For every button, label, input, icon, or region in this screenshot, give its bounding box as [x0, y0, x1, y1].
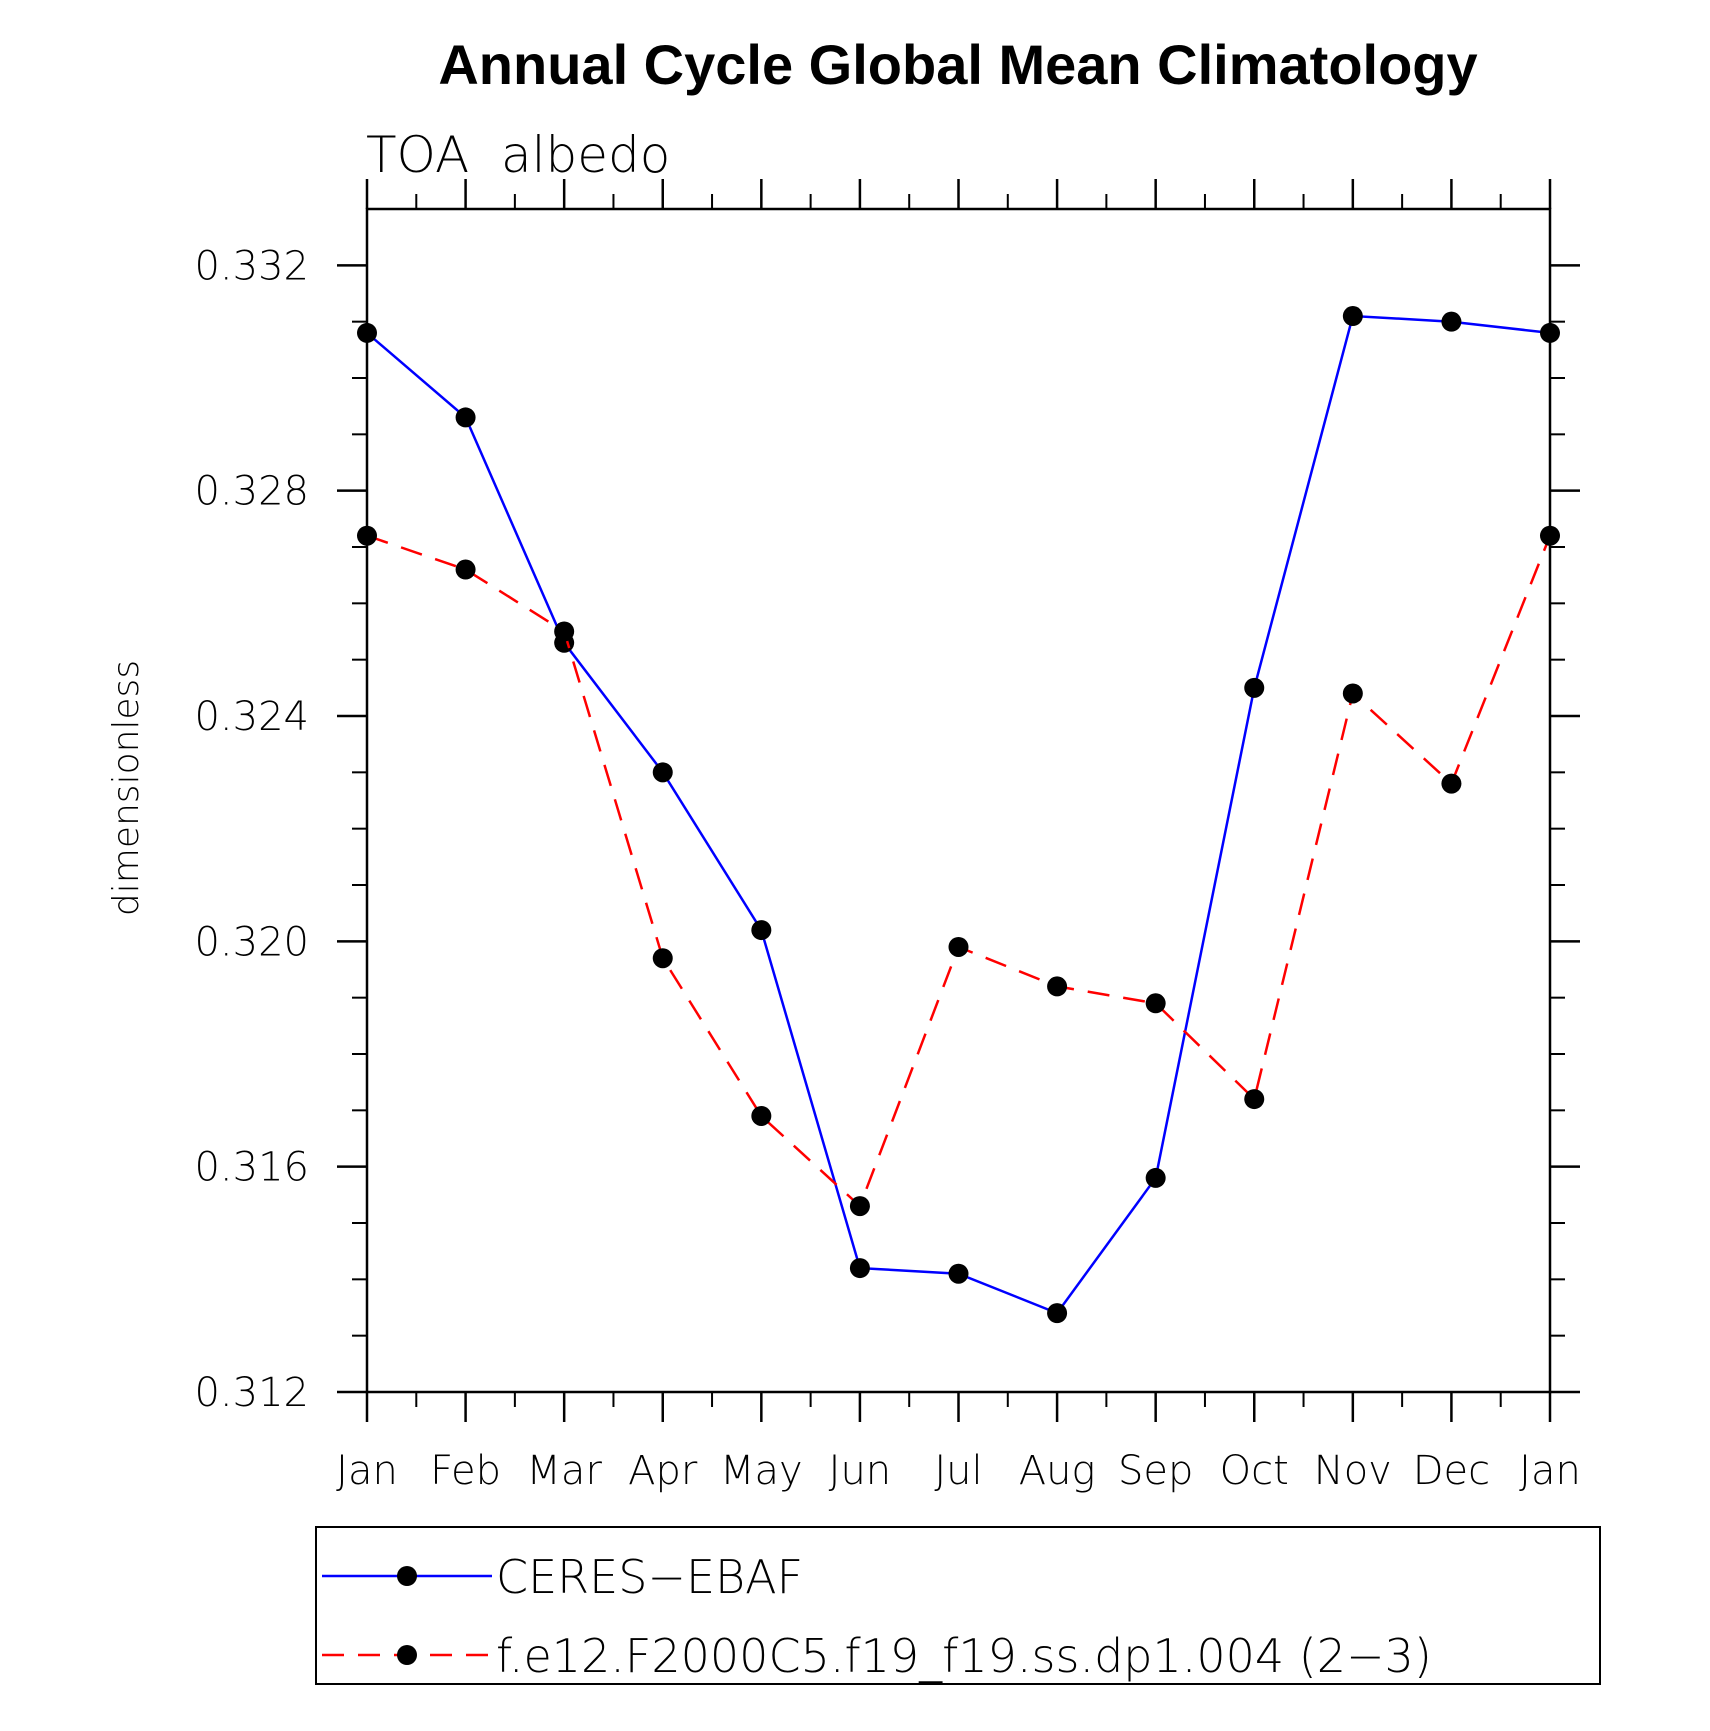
series-2-point [455, 559, 476, 580]
series-layer [357, 306, 1560, 1324]
x-tick-label: May [720, 1448, 803, 1494]
series-2-point [554, 621, 575, 642]
series-2 [357, 525, 1560, 1217]
y-tick-label: 0.324 [194, 694, 309, 740]
series-1-point [751, 920, 772, 941]
series-1-point [1145, 1167, 1166, 1188]
legend-box [315, 1526, 1601, 1685]
series-2-point [1342, 683, 1363, 704]
series-2-point [1244, 1089, 1265, 1110]
y-tick-label: 0.320 [194, 919, 309, 965]
series-1-point [1244, 677, 1265, 698]
x-tick-label: Mar [526, 1448, 602, 1494]
series-2-point [652, 948, 673, 969]
series-1-point [357, 322, 377, 343]
series-1-point [1047, 1303, 1068, 1324]
chart-title: Annual Cycle Global Mean Climatology [438, 33, 1477, 96]
series-2-point [849, 1196, 870, 1217]
series-2-point [1441, 773, 1462, 794]
series-2-point [751, 1105, 772, 1126]
series-1-point [849, 1258, 870, 1279]
x-tick-label: Aug [1019, 1448, 1096, 1494]
x-tick-label: Jan [1519, 1448, 1581, 1494]
x-tick-label: Apr [628, 1448, 698, 1494]
y-tick-labels: 0.312 0.316 0.320 0.324 0.328 0.332 [194, 243, 309, 1416]
series-1-line [366, 314, 1551, 1315]
x-tick-label: Feb [430, 1448, 501, 1494]
y-axis-label: dimensionless [106, 660, 147, 916]
y-tick-label: 0.316 [194, 1145, 309, 1191]
plot-frame [365, 207, 1552, 1394]
axis-ticks [337, 179, 1580, 1422]
x-tick-label: Nov [1314, 1448, 1392, 1494]
series-2-line [366, 534, 1552, 1209]
x-tick-label: Oct [1220, 1448, 1289, 1494]
x-tick-label: Jun [829, 1448, 892, 1494]
y-tick-label: 0.332 [194, 243, 309, 289]
x-tick-label: Sep [1118, 1448, 1193, 1494]
series-2-point [1540, 525, 1560, 546]
series-2-point [1145, 993, 1166, 1014]
series-1 [357, 306, 1560, 1324]
x-tick-label: Dec [1413, 1448, 1490, 1494]
legend-marker-2 [397, 1645, 417, 1665]
series-1-point [1441, 311, 1462, 332]
chart-subtitle: TOA albedo [366, 126, 670, 184]
legend-label-2: f.e12.F2000C5.f19_f19.ss.dp1.004 (2−3) [496, 1629, 1432, 1683]
x-tick-labels: Jan Feb Mar Apr May Jun Jul Aug Sep Oct Nov Dec Jan [336, 1448, 1581, 1494]
x-tick-label: Jul [934, 1448, 982, 1494]
series-1-point [948, 1263, 969, 1284]
y-tick-label: 0.328 [194, 469, 309, 515]
legend-marker-1 [397, 1566, 417, 1586]
y-tick-label: 0.312 [194, 1370, 309, 1416]
series-2-point [357, 525, 377, 546]
series-2-point [948, 936, 969, 957]
legend-label-1: CERES−EBAF [496, 1550, 803, 1604]
series-2-point [1047, 976, 1068, 997]
series-1-point [455, 407, 476, 428]
x-tick-label: Jan [336, 1448, 398, 1494]
series-1-point [1342, 306, 1363, 327]
legend: CERES−EBAF f.e12.F2000C5.f19_f19.ss.dp1.0… [315, 1526, 1601, 1685]
series-1-point [652, 762, 673, 783]
series-1-point [1540, 322, 1560, 343]
